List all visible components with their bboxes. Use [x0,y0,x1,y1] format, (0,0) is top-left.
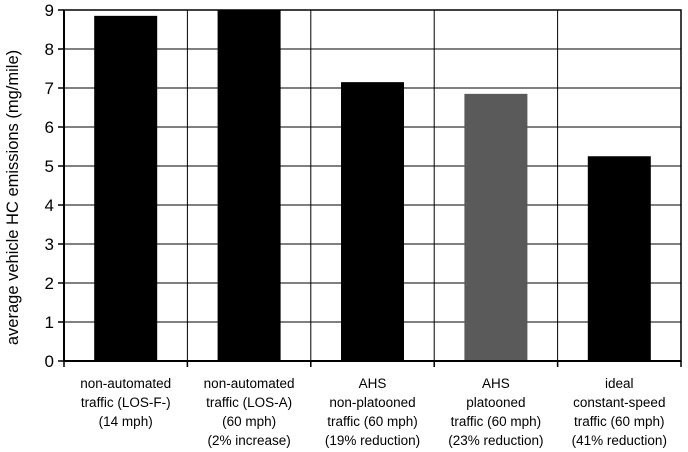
bar-5 [587,156,651,361]
x-category-label-line: non-automated [80,376,171,391]
x-category-label-line: (2% increase) [207,433,290,448]
x-category-label-line: (19% reduction) [325,433,420,448]
y-tick-label: 1 [45,313,54,332]
bar-1 [94,15,158,361]
bar-3 [341,82,404,362]
x-category-label: non-automated traffic (LOS-F-) (14 mph) [80,376,171,429]
y-tick-label: 5 [45,157,54,176]
bar-4 [464,93,528,361]
x-category-label-line: traffic (60 mph) [327,414,418,429]
y-tick-label: 9 [45,1,54,20]
x-category-label-line: non-platooned [329,395,415,410]
y-tick-label: 2 [45,274,54,293]
x-category-label-line: platooned [466,395,525,410]
x-category-label: AHS platooned traffic (60 mph) (23% reducti… [448,376,543,448]
y-tick-label: 4 [45,196,54,215]
y-tick-label: 3 [45,235,54,254]
y-axis-title: average vehicle HC emissions (mg/mile) [4,50,22,345]
y-tick-labels: 0 1 2 3 4 5 6 7 8 9 [45,1,54,371]
y-tick-label: 7 [45,79,54,98]
bars [94,10,651,362]
y-tick-label: 6 [45,118,54,137]
x-category-label-line: AHS [482,376,510,391]
x-category-label-line: (23% reduction) [448,433,543,448]
x-category-label: AHS non-platooned traffic (60 mph) (19% red… [325,376,420,448]
x-category-label: non-automated traffic (LOS-A) (60 mph) (2% … [204,376,295,448]
x-category-label: ideal constant-speed traffic (60 mph) (41% … [572,376,667,448]
x-category-label-line: (41% reduction) [572,433,667,448]
y-tick-label: 0 [45,352,54,371]
x-category-label-line: non-automated [204,376,295,391]
x-category-label-line: constant-speed [573,395,665,410]
axes [58,9,682,367]
x-category-label-line: traffic (LOS-A) [206,395,292,410]
x-category-labels: non-automated traffic (LOS-F-) (14 mph)non… [80,376,667,448]
x-category-label-line: AHS [359,376,387,391]
x-category-label-line: traffic (LOS-F-) [81,395,171,410]
x-category-label-line: traffic (60 mph) [451,414,542,429]
x-category-label-line: (14 mph) [99,414,153,429]
y-tick-label: 8 [45,40,54,59]
x-category-label-line: traffic (60 mph) [574,414,665,429]
bar-2 [217,10,281,361]
x-category-label-line: (60 mph) [222,414,276,429]
x-category-label-line: ideal [605,376,634,391]
